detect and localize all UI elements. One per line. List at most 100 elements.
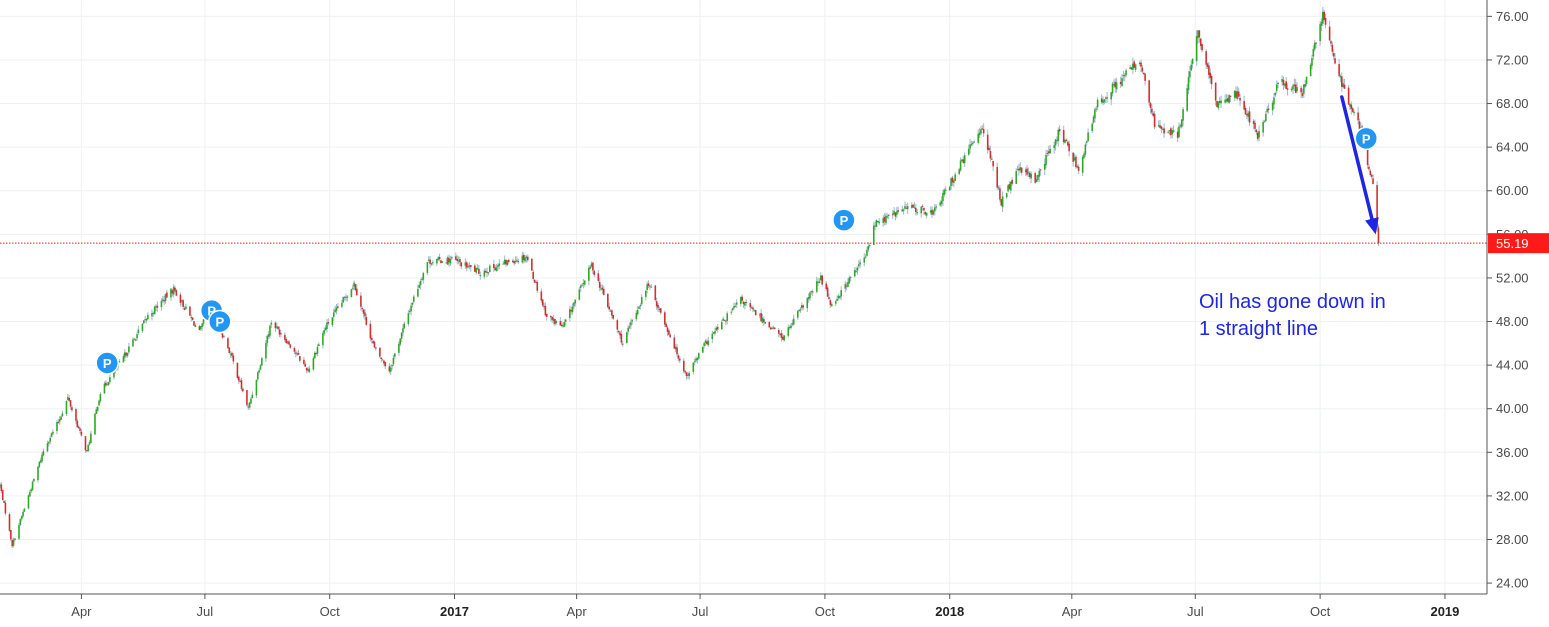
candle-down — [1148, 80, 1150, 103]
candle-down — [560, 324, 563, 327]
candle-up — [162, 299, 164, 301]
candle-down — [1011, 179, 1013, 184]
candle-up — [399, 338, 402, 345]
candle-down — [242, 388, 244, 392]
candle-up — [954, 174, 956, 181]
candle-down — [676, 347, 678, 355]
y-tick-label: 32.00 — [1496, 488, 1529, 503]
candle-up — [411, 302, 414, 305]
candle-up — [940, 200, 943, 205]
candle-down — [1293, 84, 1296, 87]
candle-up — [1009, 181, 1012, 191]
candle-down — [763, 319, 765, 323]
candle-up — [1180, 119, 1183, 128]
candle-up — [343, 296, 346, 298]
candle-up — [1220, 100, 1222, 104]
candle-down — [996, 166, 999, 188]
candle-up — [467, 266, 469, 268]
last-price-badge — [1488, 233, 1549, 254]
candle-up — [934, 207, 936, 212]
candle-up — [943, 189, 946, 195]
candle-up — [703, 343, 705, 346]
candle-up — [939, 202, 942, 206]
candle-up — [22, 511, 24, 517]
candle-down — [284, 334, 286, 340]
candle-up — [147, 314, 149, 320]
candle-down — [1323, 11, 1325, 20]
candle-down — [611, 310, 613, 316]
candle-up — [103, 383, 106, 394]
price-axis[interactable]: 24.00 28.00 32.00 36.00 40.00 44.00 48.00 52.00… — [1487, 9, 1529, 591]
candle-up — [646, 284, 648, 290]
y-tick-label: 24.00 — [1496, 576, 1529, 591]
candle-up — [963, 155, 966, 163]
candle-up — [436, 259, 438, 264]
candle-down — [4, 502, 7, 514]
candle-down — [769, 327, 772, 330]
candle-down — [1114, 81, 1117, 88]
candle-up — [87, 444, 89, 452]
candle-down — [570, 309, 572, 312]
candle-down — [448, 258, 450, 263]
candle-up — [1263, 121, 1266, 123]
candle-down — [912, 204, 914, 208]
candle-down — [894, 212, 897, 217]
candle-up — [1311, 58, 1313, 66]
candle-up — [1115, 82, 1118, 90]
candle-down — [1248, 111, 1251, 123]
candle-up — [552, 318, 555, 322]
candle-up — [952, 180, 955, 184]
candle-up — [251, 394, 254, 398]
candle-down — [80, 431, 83, 436]
candle-down — [616, 320, 619, 330]
candle-up — [959, 160, 962, 171]
candle-down — [1141, 67, 1144, 72]
candle-down — [989, 150, 992, 159]
candle-up — [1129, 67, 1131, 70]
candle-down — [297, 353, 300, 355]
candle-down — [669, 334, 672, 338]
candle-up — [796, 311, 799, 318]
candle-up — [688, 373, 691, 377]
marker-p-label: P — [215, 315, 224, 330]
candle-up — [904, 206, 906, 209]
candle-up — [331, 317, 334, 326]
candle-up — [844, 283, 847, 289]
candle-up — [1125, 70, 1127, 76]
x-tick-label: Oct — [1310, 604, 1331, 619]
candle-down — [1206, 63, 1209, 67]
candle-down — [609, 310, 612, 312]
candle-up — [457, 260, 460, 262]
candle-up — [266, 335, 269, 344]
candle-up — [345, 297, 347, 299]
candle-down — [986, 134, 989, 150]
candle-up — [403, 323, 406, 329]
candle-up — [878, 221, 880, 224]
candle-up — [589, 266, 591, 269]
candle-down — [1026, 168, 1028, 175]
candle-down — [1334, 58, 1336, 64]
candle-down — [687, 374, 689, 376]
annotation-line-2: 1 straight line — [1199, 318, 1318, 340]
candle-up — [573, 302, 575, 307]
candle-up — [1189, 71, 1191, 78]
candle-up — [1005, 193, 1008, 198]
candle-down — [551, 317, 553, 320]
candle-up — [645, 290, 647, 297]
candle-down — [1020, 167, 1023, 173]
candle-down — [274, 322, 277, 329]
time-axis[interactable]: Apr Jul Oct 2017 Apr Jul Oct 2018 Apr Jul Oct 2019 — [71, 594, 1459, 619]
candle-up — [1024, 169, 1027, 173]
candle-up — [413, 296, 415, 302]
candle-up — [46, 443, 49, 452]
candle-down — [246, 389, 248, 406]
candle-down — [683, 360, 685, 372]
candle-down — [532, 271, 535, 280]
candle-down — [1255, 129, 1258, 133]
y-tick-label: 60.00 — [1496, 183, 1529, 198]
candle-up — [958, 169, 961, 174]
candle-up — [925, 212, 928, 216]
candle-down — [240, 380, 243, 389]
